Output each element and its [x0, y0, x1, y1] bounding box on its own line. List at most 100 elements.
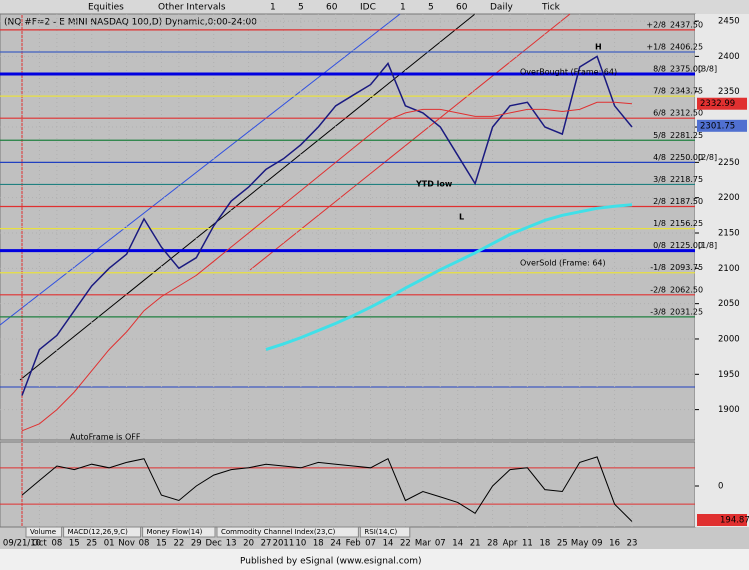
tab-label[interactable]: Volume — [30, 528, 56, 536]
level-name: +1/8 — [646, 42, 666, 51]
annotation: L — [459, 213, 464, 222]
x-tick-label: 22 — [173, 539, 184, 549]
level-name: 5/8 — [653, 131, 666, 140]
x-tick-label: 23 — [627, 539, 638, 549]
series-line — [265, 203, 633, 352]
y-tick-label: 0 — [718, 482, 723, 492]
x-tick-label: Nov — [118, 539, 135, 549]
x-tick-label: 08 — [139, 539, 150, 549]
x-tick-label: 25 — [557, 539, 568, 549]
level-tag: [1/8] — [698, 241, 717, 250]
series-line — [21, 55, 633, 396]
toolbar-button[interactable]: Daily — [490, 3, 513, 13]
x-tick-label: 08 — [51, 539, 62, 549]
toolbar-button[interactable]: Other Intervals — [158, 3, 226, 13]
price-tag-label: 2332.99 — [700, 99, 735, 109]
level-value: 2312.50 — [670, 109, 703, 118]
toolbar-button[interactable]: 1 — [400, 3, 406, 13]
x-tick-label: 09 — [592, 539, 603, 549]
level-value: 2250.00 — [670, 153, 703, 162]
x-tick-label: 21 — [470, 539, 481, 549]
x-tick-label: 15 — [69, 539, 80, 549]
annotation: OverBought (Frame: 64) — [520, 68, 617, 77]
x-tick-label: 25 — [86, 539, 97, 549]
toolbar-button[interactable]: 5 — [428, 3, 434, 13]
tab[interactable] — [216, 526, 359, 538]
level-name: 0/8 — [653, 241, 666, 250]
y-tick-label: 2250 — [718, 158, 740, 168]
tab-label[interactable]: RSI(14,C) — [364, 528, 397, 536]
toolbar-button[interactable]: 60 — [326, 3, 338, 13]
level-name: 1/8 — [653, 219, 666, 228]
level-name: 3/8 — [653, 175, 666, 184]
y-tick-label: 2000 — [718, 334, 740, 344]
toolbar-button[interactable]: 5 — [298, 3, 304, 13]
level-name: -3/8 — [650, 307, 666, 316]
tab[interactable] — [359, 526, 411, 538]
indicator-tag-label: 194.87 — [720, 516, 749, 526]
x-tick-label: 07 — [365, 539, 376, 549]
level-value: 2281.25 — [670, 131, 703, 140]
x-tick-label: Apr — [503, 539, 518, 549]
level-name: -1/8 — [650, 263, 666, 272]
x-tick-label: Dec — [205, 539, 222, 549]
x-tick-label: 14 — [452, 539, 463, 549]
level-value: 2031.25 — [670, 307, 703, 316]
toolbar-button[interactable]: Equities — [88, 3, 124, 13]
y-tick-label: 2150 — [718, 229, 740, 239]
x-tick-label: Oct — [32, 539, 47, 549]
level-name: 4/8 — [653, 153, 666, 162]
x-tick-label: 10 — [295, 539, 306, 549]
level-value: 2156.25 — [670, 219, 703, 228]
level-tag: [2/8] — [698, 153, 717, 162]
x-tick-label: 09/21/10 — [3, 539, 41, 549]
x-tick-label: 14 — [383, 539, 394, 549]
annotation: AutoFrame is OFF — [70, 433, 141, 442]
y-tick-label: 2050 — [718, 299, 740, 309]
indicator-tag — [697, 514, 747, 526]
x-tick-label: 24 — [330, 539, 341, 549]
x-tick-label: 28 — [487, 539, 498, 549]
y-tick-label: 2100 — [718, 264, 740, 274]
footer-bar — [0, 549, 749, 570]
price-tag-label: 2301.75 — [700, 121, 735, 131]
price-tag — [697, 97, 747, 110]
level-name: 6/8 — [653, 109, 666, 118]
toolbar-button[interactable]: Tick — [541, 3, 561, 13]
series-line — [21, 456, 633, 522]
toolbar — [0, 0, 749, 14]
level-value: 2125.00 — [670, 241, 703, 250]
annotation: YTD low — [415, 180, 453, 189]
x-tick-label: 29 — [191, 539, 202, 549]
level-name: 2/8 — [653, 197, 666, 206]
series-line — [21, 101, 633, 432]
x-tick-label: 2011 — [273, 539, 295, 549]
level-value: 2187.50 — [670, 197, 703, 206]
level-value: 2343.75 — [670, 87, 703, 96]
tab-label[interactable]: MACD(12,26,9,C) — [68, 528, 129, 536]
x-tick-label: May — [571, 539, 589, 549]
x-tick-label: 20 — [243, 539, 254, 549]
tab[interactable] — [25, 526, 63, 538]
tab[interactable] — [63, 526, 142, 538]
tab-label[interactable]: Commodity Channel Index(23,C) — [221, 528, 336, 536]
x-tick-label: 16 — [609, 539, 620, 549]
indicator-pane — [0, 441, 696, 528]
x-tick-label: 18 — [313, 539, 324, 549]
level-value: 2062.50 — [670, 285, 703, 294]
toolbar-button[interactable]: 1 — [270, 3, 276, 13]
level-name: 8/8 — [653, 65, 666, 74]
x-tick-label: Feb — [346, 539, 361, 549]
level-name: -2/8 — [650, 285, 666, 294]
x-tick-label: 01 — [104, 539, 115, 549]
tab-label[interactable]: Money Flow(14) — [147, 528, 203, 536]
price-pane — [0, 13, 696, 441]
x-tick-label: 22 — [400, 539, 411, 549]
toolbar-button[interactable]: 60 — [456, 3, 468, 13]
tab[interactable] — [142, 526, 216, 538]
chart-title: (NQ #F=2 - E MINI NASDAQ 100,D) Dynamic,… — [4, 18, 257, 28]
x-tick-label: 15 — [156, 539, 167, 549]
toolbar-button[interactable]: IDC — [360, 3, 376, 13]
y-tick-label: 2400 — [718, 52, 740, 62]
